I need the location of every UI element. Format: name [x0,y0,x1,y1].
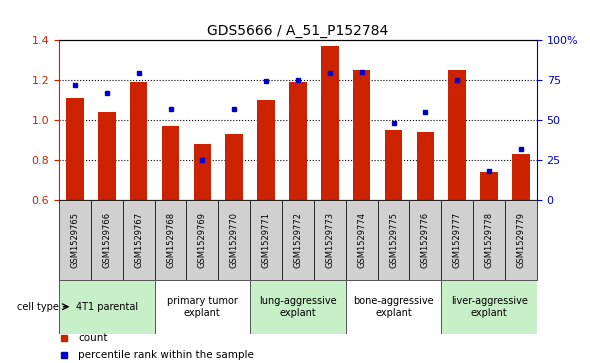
Text: GSM1529771: GSM1529771 [261,212,271,268]
FancyBboxPatch shape [441,200,473,280]
Text: GSM1529778: GSM1529778 [484,212,494,268]
Text: GSM1529776: GSM1529776 [421,212,430,268]
Bar [353,70,371,319]
FancyBboxPatch shape [346,280,441,334]
FancyBboxPatch shape [409,200,441,280]
Text: lung-aggressive
explant: lung-aggressive explant [259,296,337,318]
Text: liver-aggressive
explant: liver-aggressive explant [451,296,527,318]
FancyBboxPatch shape [250,200,282,280]
Text: GSM1529775: GSM1529775 [389,212,398,268]
FancyBboxPatch shape [441,280,537,334]
Title: GDS5666 / A_51_P152784: GDS5666 / A_51_P152784 [207,24,389,37]
FancyBboxPatch shape [378,200,409,280]
FancyBboxPatch shape [346,200,378,280]
Text: GSM1529772: GSM1529772 [293,212,303,268]
Text: GSM1529766: GSM1529766 [102,212,112,268]
FancyBboxPatch shape [505,200,537,280]
Bar [257,100,275,319]
Bar [66,98,84,319]
FancyBboxPatch shape [186,200,218,280]
Text: GSM1529773: GSM1529773 [325,212,335,268]
Text: 4T1 parental: 4T1 parental [76,302,138,312]
Bar [385,130,402,319]
Text: cell type: cell type [18,302,60,312]
FancyBboxPatch shape [91,200,123,280]
Bar [162,126,179,319]
Bar [417,132,434,319]
Bar [130,82,148,319]
FancyBboxPatch shape [218,200,250,280]
Text: bone-aggressive
explant: bone-aggressive explant [353,296,434,318]
FancyBboxPatch shape [314,200,346,280]
FancyBboxPatch shape [59,200,91,280]
FancyBboxPatch shape [59,280,155,334]
Text: GSM1529769: GSM1529769 [198,212,207,268]
Bar [512,154,530,319]
FancyBboxPatch shape [250,280,346,334]
Text: GSM1529777: GSM1529777 [453,212,462,268]
Text: GSM1529765: GSM1529765 [70,212,80,268]
Text: GSM1529774: GSM1529774 [357,212,366,268]
Bar [289,82,307,319]
Bar [98,112,116,319]
FancyBboxPatch shape [155,200,186,280]
Text: GSM1529768: GSM1529768 [166,212,175,268]
Bar [321,46,339,319]
Text: GSM1529767: GSM1529767 [134,212,143,268]
FancyBboxPatch shape [473,200,505,280]
Text: GSM1529779: GSM1529779 [516,212,526,268]
Text: percentile rank within the sample: percentile rank within the sample [78,350,254,360]
Text: GSM1529770: GSM1529770 [230,212,239,268]
FancyBboxPatch shape [282,200,314,280]
Bar [194,144,211,319]
FancyBboxPatch shape [155,280,250,334]
Text: count: count [78,334,107,343]
Bar [480,172,498,319]
Bar [448,70,466,319]
FancyBboxPatch shape [123,200,155,280]
Bar [225,134,243,319]
Text: primary tumor
explant: primary tumor explant [167,296,238,318]
